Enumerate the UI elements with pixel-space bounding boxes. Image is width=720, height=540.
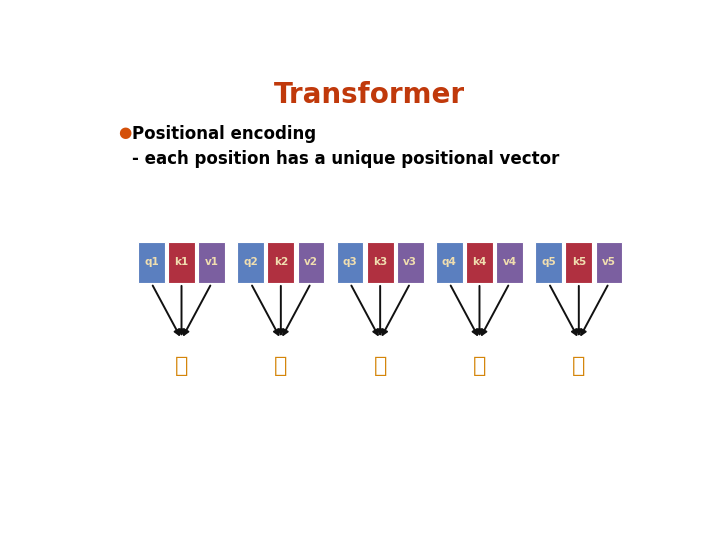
Text: v5: v5	[602, 257, 616, 267]
Text: q5: q5	[541, 257, 556, 267]
FancyBboxPatch shape	[397, 241, 423, 283]
FancyBboxPatch shape	[565, 241, 593, 283]
FancyBboxPatch shape	[267, 241, 294, 283]
Text: Transformer: Transformer	[274, 82, 464, 110]
Text: k1: k1	[174, 257, 189, 267]
FancyBboxPatch shape	[436, 241, 463, 283]
Text: q3: q3	[343, 257, 357, 267]
Text: - each position has a unique positional vector: - each position has a unique positional …	[132, 150, 559, 168]
Text: v1: v1	[204, 257, 219, 267]
FancyBboxPatch shape	[297, 241, 324, 283]
FancyBboxPatch shape	[238, 241, 264, 283]
Text: q2: q2	[243, 257, 258, 267]
Text: k5: k5	[572, 257, 586, 267]
Text: q4: q4	[442, 257, 456, 267]
Text: Positional encoding: Positional encoding	[132, 125, 316, 143]
Text: v2: v2	[304, 257, 318, 267]
Text: ●: ●	[118, 125, 131, 140]
FancyBboxPatch shape	[198, 241, 225, 283]
FancyBboxPatch shape	[496, 241, 523, 283]
FancyBboxPatch shape	[168, 241, 195, 283]
Text: q1: q1	[144, 257, 158, 267]
Text: 法: 法	[572, 356, 585, 376]
FancyBboxPatch shape	[595, 241, 622, 283]
FancyBboxPatch shape	[138, 241, 165, 283]
Text: v4: v4	[503, 257, 517, 267]
FancyBboxPatch shape	[337, 241, 364, 283]
Text: 基: 基	[175, 356, 188, 376]
FancyBboxPatch shape	[366, 241, 394, 283]
Text: k4: k4	[472, 257, 487, 267]
Text: 因: 因	[274, 356, 287, 376]
FancyBboxPatch shape	[466, 241, 493, 283]
Text: k2: k2	[274, 257, 288, 267]
Text: 算: 算	[473, 356, 486, 376]
Text: v3: v3	[403, 257, 418, 267]
FancyBboxPatch shape	[535, 241, 562, 283]
Text: 演: 演	[374, 356, 387, 376]
Text: k3: k3	[373, 257, 387, 267]
